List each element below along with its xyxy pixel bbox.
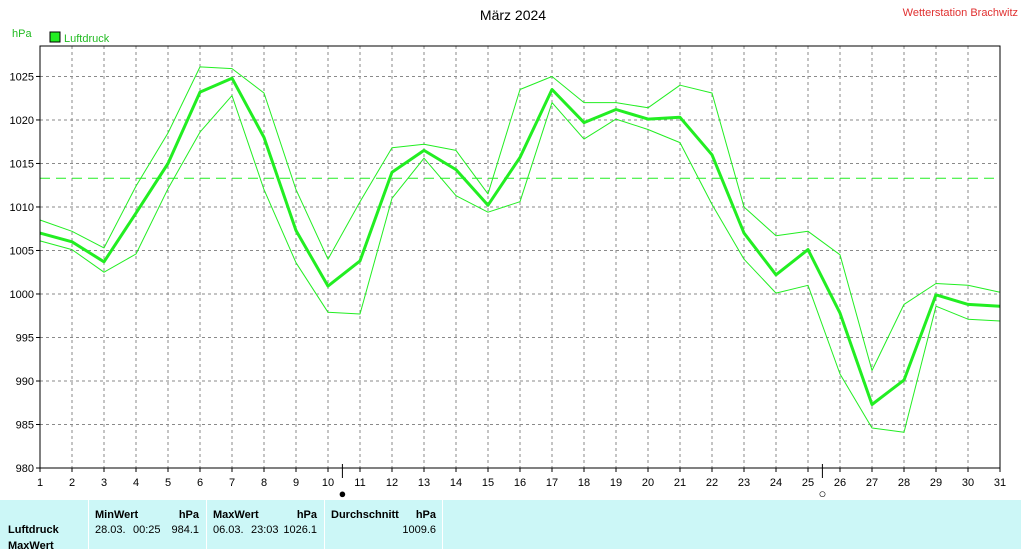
y-tick-label: 1010 [10, 202, 34, 214]
x-tick-label: 15 [482, 477, 494, 489]
y-tick-label: 1015 [10, 158, 34, 170]
avg-cell: Durchschnitt hPa 1009.6 [324, 500, 443, 549]
x-tick-label: 8 [261, 477, 267, 489]
row-label-secondary: MaxWert [8, 540, 54, 549]
x-tick-label: 26 [834, 477, 846, 489]
min-unit: hPa [178, 509, 199, 521]
grid [40, 46, 1000, 468]
x-tick-label: 28 [898, 477, 910, 489]
x-tick-label: 16 [514, 477, 526, 489]
x-tick-label: 22 [706, 477, 718, 489]
avg-value: 1009.6 [402, 524, 436, 536]
legend-label: Luftdruck [64, 33, 110, 45]
x-tick-label: 9 [293, 477, 299, 489]
station-name: Wetterstation Brachwitz [903, 7, 1018, 19]
pressure-chart: März 2024 Wetterstation Brachwitz hPa Lu… [10, 7, 1018, 500]
x-tick-label: 20 [642, 477, 654, 489]
series-line-main [39, 76, 1001, 406]
min-time: 00:25 [133, 524, 161, 536]
legend-swatch [49, 31, 61, 43]
x-tick-label: 14 [450, 477, 462, 489]
x-tick-label: 1 [37, 477, 43, 489]
max-date: 06.03. [213, 524, 244, 536]
x-tick-label: 27 [866, 477, 878, 489]
x-tick-label: 11 [354, 477, 365, 489]
series-line-max [39, 66, 1001, 371]
x-tick-label: 23 [738, 477, 750, 489]
x-tick-label: 10 [322, 477, 334, 489]
x-tick-label: 24 [770, 477, 782, 489]
y-tick-label: 1000 [10, 289, 34, 301]
x-tick-label: 19 [610, 477, 622, 489]
x-tick-label: 5 [165, 477, 171, 489]
x-tick-label: 30 [962, 477, 974, 489]
moon-phase-icon: ● [338, 486, 346, 500]
x-tick-label: 18 [578, 477, 590, 489]
series-line-min [39, 95, 1001, 433]
min-cell: MinWert hPa 28.03. 00:25 984.1 [88, 500, 207, 549]
x-tick-label: 21 [674, 477, 686, 489]
y-tick-label: 990 [16, 376, 34, 388]
x-tick-label: 3 [101, 477, 107, 489]
min-title: MinWert [95, 509, 139, 521]
y-tick-label: 1020 [10, 115, 34, 127]
min-date: 28.03. [95, 524, 126, 536]
x-tick-label: 29 [930, 477, 942, 489]
x-tick-label: 17 [546, 477, 558, 489]
x-tick-label: 12 [386, 477, 398, 489]
x-tick-label: 2 [69, 477, 75, 489]
min-value: 984.1 [171, 524, 199, 536]
avg-title: Durchschnitt [331, 509, 399, 521]
chart-title: März 2024 [480, 7, 546, 23]
max-cell: MaxWert hPa 06.03. 23:03 1026.1 [206, 500, 325, 549]
y-tick-label: 1005 [10, 245, 34, 257]
x-tick-label: 4 [133, 477, 139, 489]
stats-footer: Luftdruck MaxWert MinWert hPa 28.03. 00:… [0, 500, 1021, 549]
y-tick-label: 980 [16, 463, 34, 475]
x-tick-label: 7 [229, 477, 235, 489]
avg-unit: hPa [415, 509, 436, 521]
y-tick-label: 985 [16, 419, 34, 431]
y-tick-label: 1025 [10, 71, 34, 83]
x-tick-label: 31 [994, 477, 1006, 489]
max-title: MaxWert [213, 509, 259, 521]
y-unit-label: hPa [12, 28, 32, 40]
series-layer [39, 66, 1001, 433]
max-unit: hPa [296, 509, 317, 521]
max-value: 1026.1 [283, 524, 317, 536]
x-tick-label: 25 [802, 477, 814, 489]
y-tick-label: 995 [16, 332, 34, 344]
x-tick-label: 13 [418, 477, 430, 489]
x-tick-label: 6 [197, 477, 203, 489]
row-label: Luftdruck [8, 524, 59, 536]
moon-phase-icon: ○ [818, 486, 826, 500]
max-time: 23:03 [251, 524, 279, 536]
